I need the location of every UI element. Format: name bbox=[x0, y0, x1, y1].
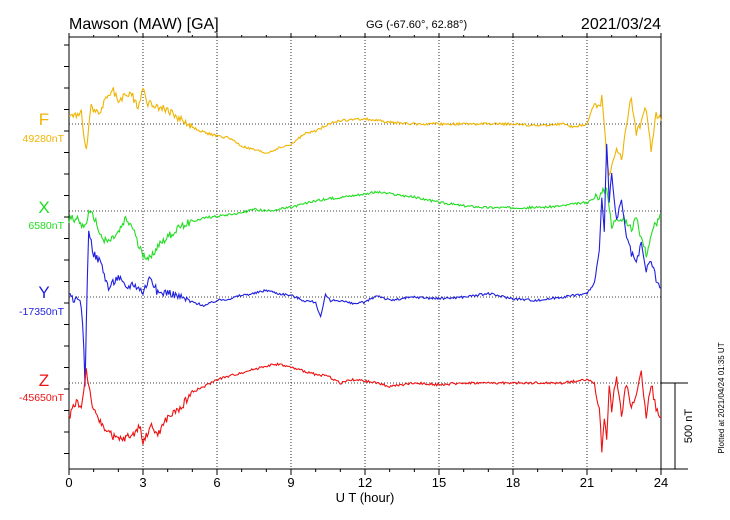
plotted-at-note: Plotted at 2021/04/24 01:35 UT bbox=[717, 342, 726, 453]
x-tick-label-12: 12 bbox=[358, 475, 372, 490]
x-tick-label-6: 6 bbox=[213, 475, 220, 490]
chart-date: 2021/03/24 bbox=[581, 16, 661, 33]
scale-bar bbox=[661, 382, 688, 470]
scale-bar-label: 500 nT bbox=[683, 409, 695, 444]
series-lines bbox=[68, 87, 662, 453]
station-title: Mawson (MAW) [GA] bbox=[69, 16, 219, 33]
vertical-gridlines bbox=[142, 37, 588, 469]
series-baseline-label-X: 6580nT bbox=[28, 220, 64, 232]
series-line-F bbox=[68, 87, 662, 177]
series-line-X bbox=[68, 185, 662, 262]
series-name-X: X bbox=[38, 198, 49, 217]
series-labels: F 49280nT X 6580nT Y -17350nT Z -45650nT bbox=[19, 110, 65, 404]
series-name-F: F bbox=[39, 110, 49, 129]
series-baseline-label-F: 49280nT bbox=[23, 133, 65, 145]
x-tick-label-18: 18 bbox=[506, 475, 520, 490]
x-tick-label-3: 3 bbox=[139, 475, 146, 490]
series-line-Z bbox=[68, 362, 662, 453]
x-tick-label-24: 24 bbox=[654, 475, 668, 490]
x-ticks: 0 3 6 9 12 15 18 21 24 bbox=[65, 33, 668, 490]
series-baseline-label-Y: -17350nT bbox=[19, 306, 65, 318]
series-name-Z: Z bbox=[39, 371, 49, 390]
x-tick-label-9: 9 bbox=[287, 475, 294, 490]
x-tick-label-0: 0 bbox=[65, 475, 72, 490]
left-axis-ticks bbox=[64, 44, 69, 454]
series-name-Y: Y bbox=[38, 283, 49, 302]
x-axis-label: U T (hour) bbox=[336, 490, 395, 505]
x-tick-label-21: 21 bbox=[580, 475, 594, 490]
series-baseline-label-Z: -45650nT bbox=[19, 392, 65, 404]
series-line-Y bbox=[69, 143, 662, 387]
station-coordinates: GG (-67.60°, 62.88°) bbox=[366, 19, 467, 31]
x-tick-label-15: 15 bbox=[432, 475, 446, 490]
